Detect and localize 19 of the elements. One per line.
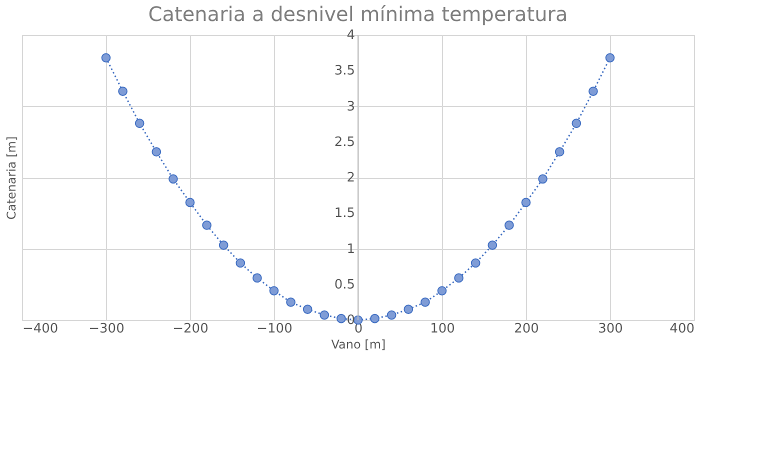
y-tick-label: 1: [346, 242, 355, 257]
y-tick-label: 2.5: [334, 134, 355, 150]
y-tick-label: 0.5: [334, 277, 355, 292]
x-tick-label: −100: [256, 322, 292, 336]
x-tick-label: 400: [670, 322, 694, 336]
y-tick-label: 3: [346, 99, 355, 114]
x-axis-title: Vano [m]: [331, 338, 386, 352]
y-tick-label: 4: [346, 28, 355, 43]
x-tick-label: 100: [430, 322, 455, 336]
chart-title: Catenaria a desnivel mínima temperatura: [148, 2, 568, 26]
x-tick-label: −400: [22, 322, 58, 336]
x-tick-label: 300: [598, 322, 623, 336]
y-tick-label: 1.5: [334, 206, 355, 222]
x-tick-label: −200: [172, 322, 208, 336]
x-tick-label: 200: [514, 322, 539, 336]
y-tick-label: 2: [346, 170, 355, 186]
y-tick-label: 3.5: [334, 64, 355, 79]
y-axis-title: Catenaria [m]: [4, 136, 18, 220]
x-tick-label: −300: [88, 322, 124, 336]
